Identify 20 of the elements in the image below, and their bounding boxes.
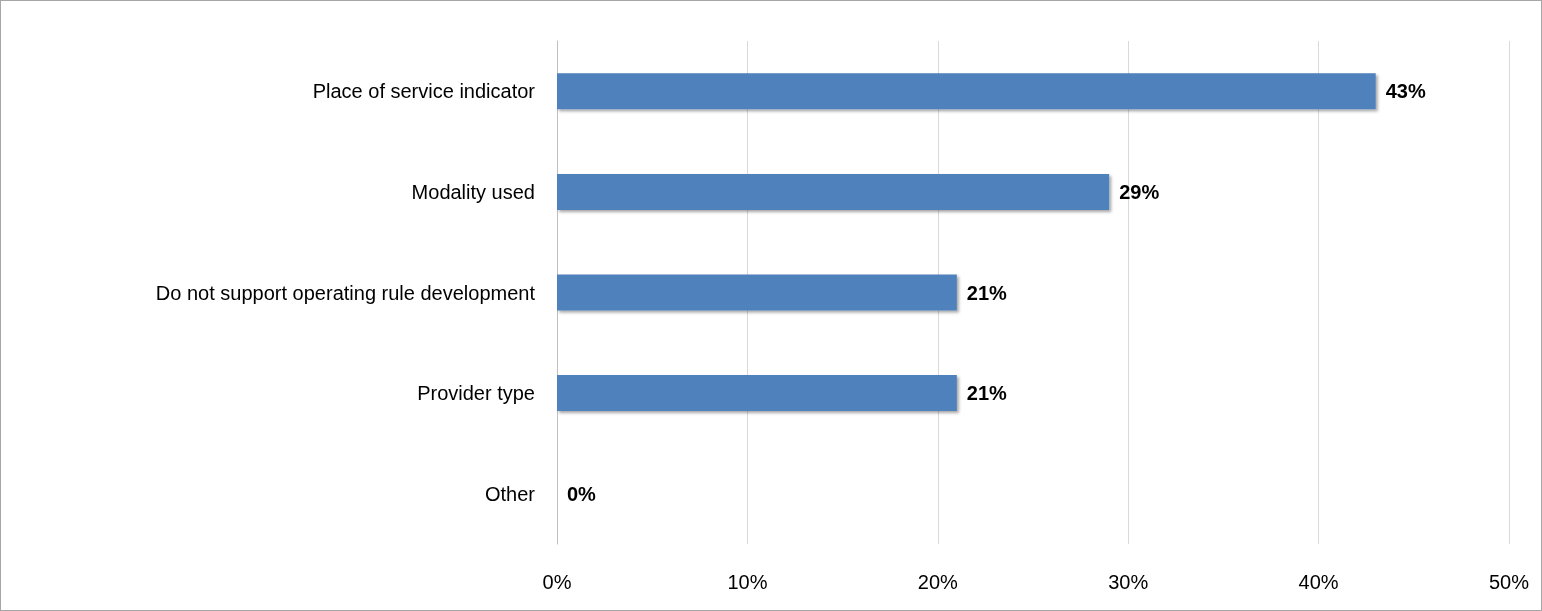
y-tick-label: Other — [484, 482, 536, 505]
bar — [557, 274, 957, 311]
x-tick-label: 50% — [1488, 571, 1530, 593]
y-tick-label: Provider type — [417, 382, 535, 405]
data-label: 29% — [1119, 180, 1160, 203]
bar — [557, 375, 957, 412]
data-label: 21% — [966, 281, 1008, 304]
x-tick-label: 30% — [1108, 571, 1149, 593]
x-tick-label: 0% — [542, 571, 572, 593]
data-label: 21% — [966, 382, 1008, 405]
data-label: 43% — [1385, 80, 1426, 103]
bar — [557, 73, 1376, 110]
y-tick-label: Modality used — [411, 180, 535, 203]
x-tick-label: 10% — [727, 571, 768, 593]
y-tick-label: Do not support operating rule development — [155, 281, 536, 304]
data-label: 0% — [567, 482, 597, 505]
x-tick-label: 20% — [917, 571, 959, 593]
bar — [557, 173, 1110, 210]
y-tick-label: Place of service indicator — [312, 80, 536, 103]
x-tick-label: 40% — [1298, 571, 1339, 593]
